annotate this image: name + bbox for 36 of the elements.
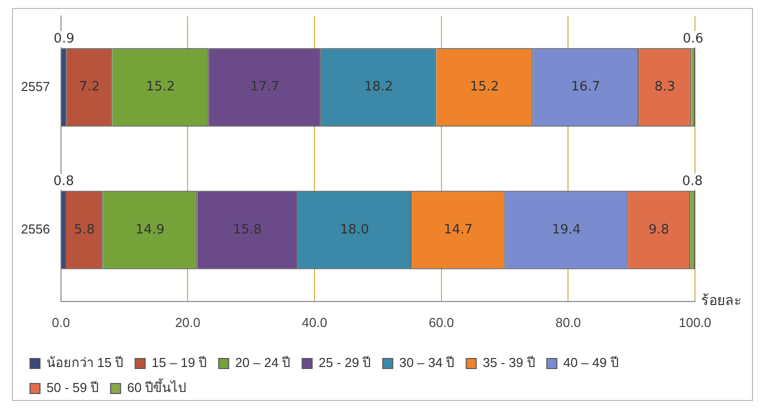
legend-label: 25 - 29 ปี (318, 355, 371, 370)
x-tick-label: 40.0 (302, 314, 328, 330)
data-label: 0.8 (53, 174, 74, 190)
data-label: 0.8 (682, 174, 703, 190)
data-label: 14.7 (444, 222, 473, 238)
data-label: 0.6 (682, 31, 704, 46)
y-tick-label: 2556 (21, 222, 50, 237)
legend-label: 15 – 19 ปี (152, 355, 207, 370)
data-label: 15.8 (232, 222, 262, 238)
x-tick-label: 80.0 (556, 314, 581, 330)
x-tick-label: 100.0 (678, 314, 712, 330)
legend-label: 50 - 59 ปี (46, 380, 99, 396)
data-label: 16.7 (571, 80, 600, 95)
legend-label: น้อยกว่า 15 ปี (46, 355, 124, 370)
data-label: 9.8 (648, 222, 670, 238)
x-axis-title: ร้อยละ (701, 293, 742, 310)
x-tick-label: 20.0 (175, 314, 200, 330)
legend-label: 20 – 24 ปี (235, 355, 290, 370)
data-label: 18.0 (340, 222, 369, 238)
legend-label: 35 - 39 ปี (482, 355, 535, 370)
data-label: 15.2 (146, 80, 175, 95)
x-tick-label: 0.0 (52, 314, 70, 330)
legend-label: 60 ปีขึ้นไป (127, 378, 186, 396)
legend-label: 40 – 49 ปี (563, 355, 618, 370)
data-label: 7.2 (79, 80, 100, 95)
data-label: 19.4 (552, 222, 581, 238)
y-tick-label: 2557 (21, 78, 50, 94)
data-label: 18.2 (364, 80, 394, 95)
data-label: 8.3 (654, 80, 676, 95)
data-label: 14.9 (136, 222, 164, 238)
legend-label: 30 – 34 ปี (399, 355, 454, 370)
data-label: 17.7 (250, 80, 280, 95)
data-label: 5.8 (74, 222, 95, 238)
x-tick-label: 60.0 (428, 314, 454, 330)
data-label: 15.2 (470, 80, 499, 95)
data-label: 0.9 (54, 31, 74, 46)
